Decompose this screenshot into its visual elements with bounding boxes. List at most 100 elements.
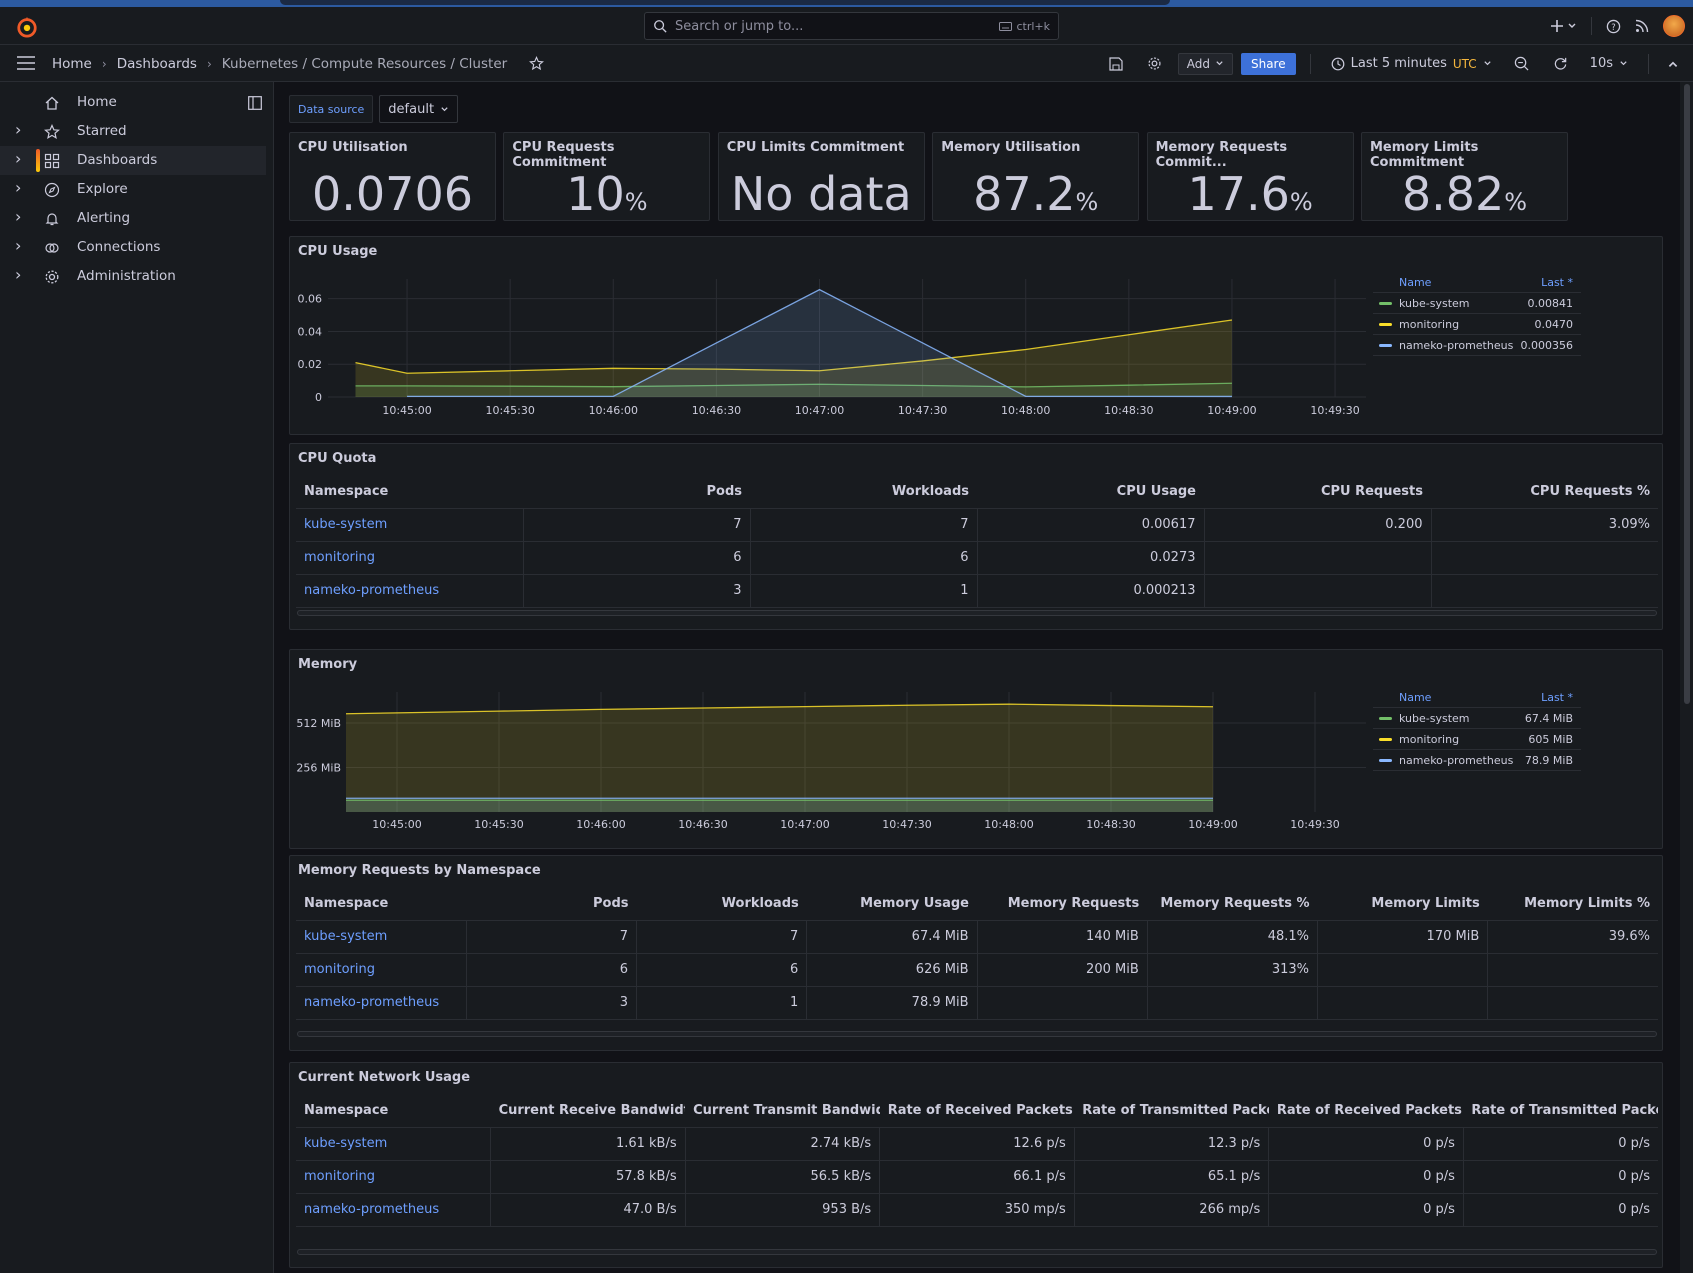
legend-name-header[interactable]: Name xyxy=(1399,276,1432,289)
cpu-usage-panel[interactable]: CPU Usage 10:45:00 10:45:30 10:46:00 10:46:… xyxy=(289,236,1663,435)
series-line-monitoring[interactable] xyxy=(345,703,1214,715)
page-scrollbar-thumb[interactable] xyxy=(1684,84,1690,704)
stat-panel[interactable]: CPU Limits Commitment No data xyxy=(717,132,925,221)
namespace-link[interactable]: kube-system xyxy=(296,1127,492,1161)
stat-panel[interactable]: Memory Requests Commit... 17.6% xyxy=(1146,132,1354,221)
search-placeholder: Search or jump to... xyxy=(675,18,804,34)
column-header[interactable]: Memory Limits % xyxy=(1487,888,1658,921)
breadcrumb-home[interactable]: Home xyxy=(52,55,92,72)
legend-name-header[interactable]: Name xyxy=(1399,691,1432,704)
column-header[interactable]: Memory Requests xyxy=(977,888,1148,921)
column-header[interactable]: Rate of Transmitted Packets xyxy=(1074,1095,1269,1128)
column-header[interactable]: CPU Requests xyxy=(1204,476,1431,509)
memory-panel[interactable]: Memory 10:45:00 10:45:30 10:46:00 10:46:30 1… xyxy=(289,649,1663,849)
time-range-picker[interactable]: Last 5 minutes UTC xyxy=(1325,56,1498,71)
chevron-right-icon[interactable]: › xyxy=(15,149,22,168)
datasource-select[interactable]: default xyxy=(379,95,459,123)
star-icon[interactable] xyxy=(529,56,545,71)
namespace-link[interactable]: nameko-prometheus xyxy=(296,986,467,1020)
sidebar-item-administration[interactable]: › Administration xyxy=(0,262,274,291)
column-header[interactable]: Rate of Transmitted Packets I xyxy=(1463,1095,1658,1128)
refresh-button[interactable] xyxy=(1545,56,1576,71)
column-header[interactable]: Pods xyxy=(523,476,750,509)
panel-title: CPU Quota xyxy=(298,451,377,466)
news-button[interactable] xyxy=(1635,19,1649,33)
column-header[interactable]: Memory Limits xyxy=(1317,888,1488,921)
legend-row[interactable]: nameko-prometheus 0.000356 xyxy=(1373,335,1581,356)
column-header[interactable]: Rate of Received Packets xyxy=(879,1095,1075,1128)
refresh-interval-picker[interactable]: 10s xyxy=(1584,56,1634,71)
breadcrumb-dashboards[interactable]: Dashboards xyxy=(116,55,197,72)
namespace-link[interactable]: monitoring xyxy=(296,1160,492,1194)
grafana-logo-icon[interactable] xyxy=(16,16,38,38)
namespace-link[interactable]: monitoring xyxy=(296,953,467,987)
sidebar-item-home[interactable]: Home xyxy=(0,88,274,117)
sidebar-item-alerting[interactable]: › Alerting xyxy=(0,204,274,233)
chevron-right-icon[interactable]: › xyxy=(15,265,22,284)
zoom-out-button[interactable] xyxy=(1506,56,1537,71)
chevron-right-icon[interactable]: › xyxy=(15,236,22,255)
sidebar-item-explore[interactable]: › Explore xyxy=(0,175,274,204)
column-header[interactable]: Namespace xyxy=(296,476,523,509)
legend-last-header[interactable]: Last * xyxy=(1541,276,1573,289)
horizontal-scrollbar[interactable] xyxy=(297,1031,1657,1037)
column-header[interactable]: Current Transmit Bandwidth xyxy=(685,1095,880,1128)
new-button[interactable] xyxy=(1551,20,1577,32)
x-tick-label: 10:45:00 xyxy=(382,404,431,417)
namespace-link[interactable]: nameko-prometheus xyxy=(296,1193,492,1227)
search-input[interactable]: Search or jump to... ctrl+k xyxy=(644,12,1059,40)
stat-panel[interactable]: Memory Utilisation 87.2% xyxy=(932,132,1140,221)
column-header[interactable]: CPU Requests % xyxy=(1431,476,1658,509)
column-header[interactable]: Workloads xyxy=(636,888,807,921)
column-header[interactable]: Current Receive Bandwidth xyxy=(490,1095,686,1128)
stat-panel[interactable]: Memory Limits Commitment 8.82% xyxy=(1361,132,1568,221)
share-button[interactable]: Share xyxy=(1240,52,1296,75)
column-header[interactable]: Pods xyxy=(466,888,637,921)
column-header[interactable]: Memory Requests % xyxy=(1147,888,1318,921)
series-line-nameko-prometheus[interactable] xyxy=(407,288,1232,398)
legend-row[interactable]: kube-system 67.4 MiB xyxy=(1373,708,1581,729)
namespace-link[interactable]: nameko-prometheus xyxy=(296,574,524,608)
series-line-monitoring[interactable] xyxy=(355,319,1233,374)
column-header[interactable]: Workloads xyxy=(750,476,977,509)
sidebar-item-starred[interactable]: › Starred xyxy=(0,117,274,146)
memory-chart[interactable]: 10:45:00 10:45:30 10:46:00 10:46:30 10:47:00… xyxy=(290,650,1390,850)
settings-button[interactable] xyxy=(1139,56,1170,71)
column-header[interactable]: Namespace xyxy=(296,1095,491,1128)
cpu-usage-chart[interactable]: 10:45:00 10:45:30 10:46:00 10:46:30 10:47:00… xyxy=(290,237,1390,436)
horizontal-scrollbar[interactable] xyxy=(297,1249,1657,1255)
chevron-right-icon[interactable]: › xyxy=(15,207,22,226)
chevron-down-icon xyxy=(1484,61,1491,66)
column-header[interactable]: Namespace xyxy=(296,888,467,921)
namespace-link[interactable]: monitoring xyxy=(296,541,524,575)
legend-series-name: kube-system xyxy=(1399,711,1470,725)
horizontal-scrollbar[interactable] xyxy=(297,610,1657,616)
dock-menu-icon[interactable] xyxy=(248,96,262,110)
legend-row[interactable]: monitoring 0.0470 xyxy=(1373,314,1581,335)
legend-row[interactable]: monitoring 605 MiB xyxy=(1373,729,1581,750)
help-button[interactable]: ? xyxy=(1606,19,1621,34)
stat-panel[interactable]: CPU Requests Commitment 10% xyxy=(503,132,711,221)
collapse-toolbar-button[interactable] xyxy=(1663,58,1683,70)
legend-row[interactable]: kube-system 0.00841 xyxy=(1373,293,1581,314)
save-dashboard-button[interactable] xyxy=(1101,56,1131,71)
column-header[interactable]: Rate of Received Packets Drc xyxy=(1268,1095,1464,1128)
table-row: kube-system 7 7 67.4 MiB 140 MiB 48.1% 170 MiB… xyxy=(296,920,1658,954)
chevron-right-icon[interactable]: › xyxy=(15,178,22,197)
x-tick-label: 10:48:00 xyxy=(984,818,1033,831)
sidebar-item-connections[interactable]: › Connections xyxy=(0,233,274,262)
user-avatar[interactable] xyxy=(1663,15,1685,37)
sidebar-item-dashboards[interactable]: › Dashboards xyxy=(0,146,266,175)
stat-panel[interactable]: CPU Utilisation 0.0706 xyxy=(289,132,496,221)
legend-row[interactable]: nameko-prometheus 78.9 MiB xyxy=(1373,750,1581,771)
legend-last-header[interactable]: Last * xyxy=(1541,691,1573,704)
column-header[interactable]: Memory Usage xyxy=(806,888,977,921)
stat-value-number: 17.6 xyxy=(1187,167,1290,221)
menu-toggle-icon[interactable] xyxy=(17,56,35,70)
namespace-link[interactable]: kube-system xyxy=(296,508,524,542)
column-header[interactable]: CPU Usage xyxy=(977,476,1204,509)
series-line-kube-system[interactable] xyxy=(355,382,1232,388)
chevron-right-icon[interactable]: › xyxy=(15,120,22,139)
namespace-link[interactable]: kube-system xyxy=(296,920,467,954)
add-button[interactable]: Add xyxy=(1177,52,1233,75)
